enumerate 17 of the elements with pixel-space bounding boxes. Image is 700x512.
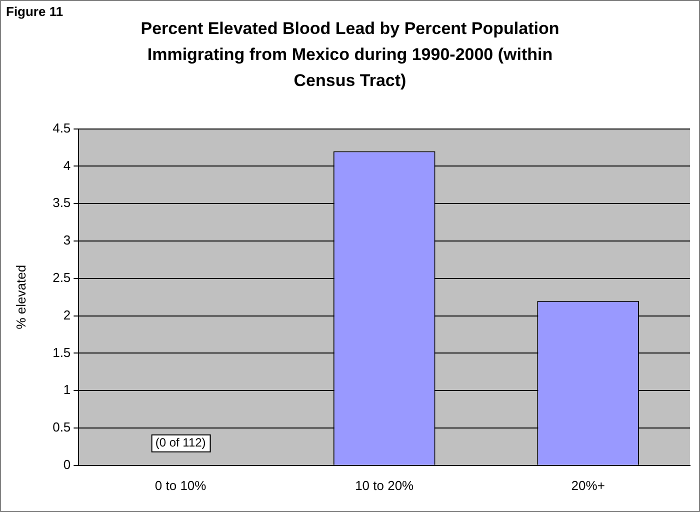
- chart-title: Percent Elevated Blood Lead by Percent Population Immigrating from Mexico during 1990-2000 (within Census Tract): [140, 18, 560, 92]
- y-tick-label: 2: [63, 307, 71, 322]
- y-tick-label: 3: [63, 232, 71, 248]
- y-tick-label: 2.5: [52, 270, 71, 285]
- annotation: (0 of 112): [155, 436, 206, 450]
- x-tick-label: 10 to 20%: [355, 478, 414, 493]
- y-tick-label: 1: [63, 382, 71, 398]
- x-tick-label: 0 to 10%: [154, 478, 207, 493]
- y-tick-label: 3.5: [52, 195, 71, 210]
- x-tick-label: 20%+: [571, 478, 605, 493]
- y-tick-label: 1.5: [52, 344, 71, 360]
- caption: Figure 11: [6, 4, 64, 19]
- y-tick-label: 0: [63, 456, 71, 472]
- y-tick-label: 4: [63, 158, 71, 173]
- y-tick-label: 0.5: [52, 420, 71, 435]
- y-tick-label: 4.5: [52, 120, 71, 136]
- y-axis-title: % elevated: [13, 264, 28, 330]
